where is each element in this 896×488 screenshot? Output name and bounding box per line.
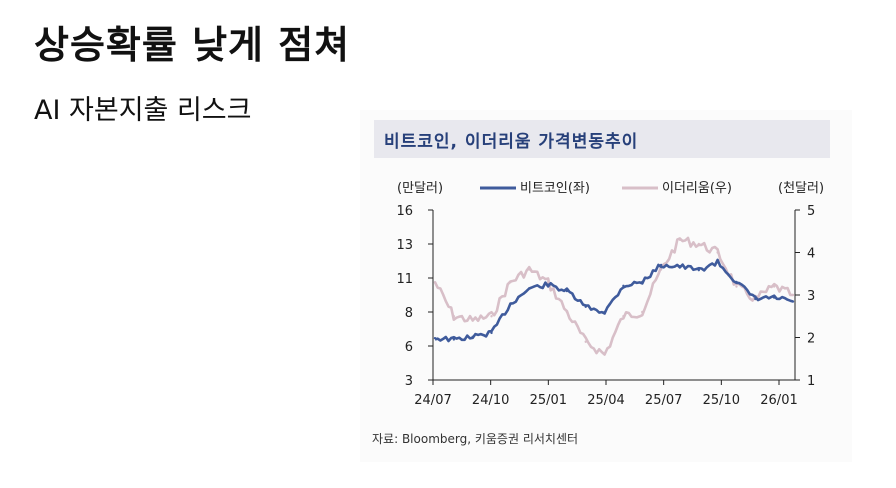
series-point [791,300,795,303]
series-point [716,261,719,264]
y-left-tick-label: 13 [396,238,413,253]
series-line [434,258,794,343]
y-right-tick-label: 5 [807,204,815,219]
y-left-unit-label: (만달러) [397,181,443,196]
legend-ethereum-label: 이더리움(우) [662,181,732,196]
series-point [452,315,456,318]
x-tick-label: 25/01 [530,393,567,408]
x-tick-label: 24/07 [414,393,451,408]
chart-header: 비트코인, 이더리움 가격변동추이 [374,120,830,158]
series-point [641,310,644,314]
series-point [659,263,663,267]
series-point [622,284,625,288]
chart-title: 비트코인, 이더리움 가격변동추이 [384,132,639,152]
y-right-unit-label: (천달러) [778,181,824,196]
series-layer [433,236,795,356]
slide-title: 상승확률 낮게 점쳐 [34,23,351,67]
series-point [565,289,569,293]
series-point [490,315,493,318]
series-point [678,238,682,241]
series-point [528,287,531,290]
chart-axes: 16 13 11 8 6 3 5 4 3 2 1 24/07 24/10 25/01 25/04 25/07 2… [396,204,815,408]
series-point [603,310,606,314]
series-point [433,336,437,340]
series-point [452,338,456,341]
series-point [697,268,700,272]
series-point [471,319,474,322]
chart-legend: (만달러) 비트코인(좌) 이더리움(우) (천달러) [397,181,824,196]
series-point [678,265,682,268]
x-tick-label: 25/04 [587,393,624,408]
price-chart: 16 13 11 8 6 3 5 4 3 2 1 24/07 24/10 25/01 25/04 25/07 2… [396,181,824,408]
series-point [509,281,512,284]
series-line [433,236,794,356]
series-point [735,280,738,284]
series-point [528,268,531,271]
series-point [735,285,738,288]
series-point [641,280,644,284]
series-point [697,242,700,246]
slide-subtitle: AI 자본지출 리스크 [34,95,252,126]
chart-panel: 비트코인, 이더리움 가격변동추이 16 13 11 8 6 3 5 4 3 2 1 24/07 24/… [360,110,852,462]
series-point [433,281,437,284]
y-left-tick-label: 16 [396,204,413,219]
x-tick-label: 26/01 [760,393,797,408]
series-point [509,302,512,306]
series-point [622,315,625,318]
series-point [772,285,776,288]
series-point [584,305,587,308]
series-point [546,281,550,284]
y-left-tick-label: 6 [405,340,413,355]
series-point [565,310,569,314]
y-right-tick-label: 4 [807,247,815,262]
series-point [584,340,587,343]
y-right-tick-label: 1 [807,374,815,389]
x-tick-label: 25/07 [645,393,682,408]
y-left-tick-label: 11 [396,272,413,287]
series-point [490,331,493,335]
x-tick-label: 25/10 [703,393,740,408]
series-point [791,293,795,297]
source-note: 자료: Bloomberg, 키움증권 리서치센터 [372,432,579,446]
series-point [603,353,606,356]
y-left-tick-label: 3 [405,374,413,389]
y-right-tick-label: 2 [807,332,815,347]
y-right-tick-label: 3 [807,289,815,304]
series-point [754,297,757,301]
x-tick-label: 24/10 [472,393,509,408]
series-point [772,296,776,299]
y-left-tick-label: 8 [405,306,413,321]
series-point [471,335,474,339]
series-point [716,251,719,254]
series-point [546,283,550,286]
legend-bitcoin-label: 비트코인(좌) [520,181,590,196]
series-point [659,268,663,271]
